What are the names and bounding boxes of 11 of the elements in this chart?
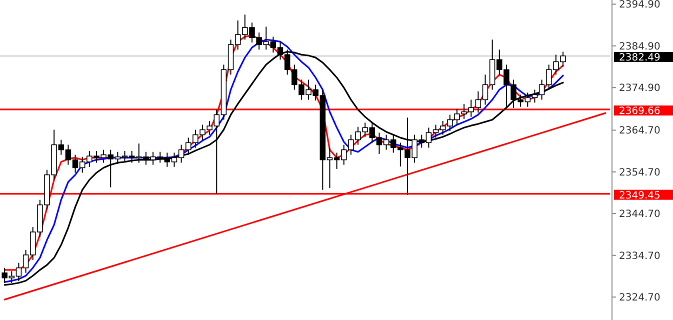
y-tick-label: 2354.70 (619, 167, 660, 178)
y-tick-label: 2374.90 (619, 83, 660, 94)
y-tick-label: 2334.70 (619, 250, 660, 262)
y-tick-label: 2344.70 (619, 209, 660, 220)
y-tick-label: 2384.90 (619, 41, 660, 52)
y-tick-label: 2394.90 (619, 0, 660, 11)
y-tick-label: 2364.70 (619, 126, 660, 137)
ref-line-label: 2349.45 (619, 190, 660, 202)
ref-line-label: 2382.49 (619, 52, 660, 64)
ref-line-label: 2369.66 (619, 106, 660, 117)
y-tick-label: 2324.70 (619, 292, 660, 304)
